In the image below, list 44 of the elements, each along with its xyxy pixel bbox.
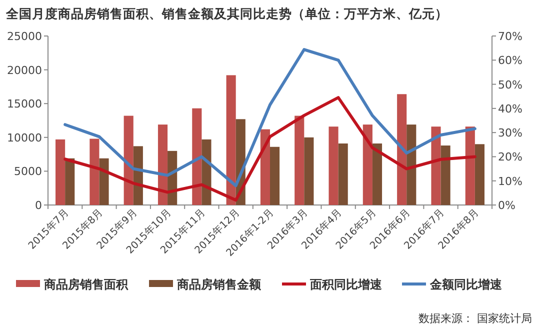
y-tick-label: 15000 bbox=[7, 98, 42, 111]
bar bbox=[270, 146, 280, 205]
y2-tick-label: 70% bbox=[498, 30, 522, 43]
legend-label: 金额同比增速 bbox=[429, 278, 503, 292]
y2-tick-label: 40% bbox=[498, 102, 522, 116]
line-series bbox=[64, 96, 476, 202]
bar bbox=[372, 143, 382, 205]
bar bbox=[90, 138, 100, 205]
bar bbox=[99, 158, 109, 205]
bar bbox=[124, 116, 134, 205]
bar bbox=[192, 108, 202, 205]
bar bbox=[338, 143, 348, 205]
bar bbox=[328, 126, 338, 205]
bar bbox=[158, 124, 168, 205]
y2-tick-label: 60% bbox=[498, 54, 522, 68]
bar bbox=[65, 158, 75, 205]
y-tick-label: 10000 bbox=[7, 131, 42, 144]
y-tick-label: 5000 bbox=[14, 165, 42, 178]
y-tick-label: 25000 bbox=[7, 30, 42, 43]
y2-tick-label: 30% bbox=[498, 126, 522, 140]
y-tick-label: 0 bbox=[35, 199, 42, 212]
y2-tick-label: 20% bbox=[498, 150, 522, 164]
bar bbox=[397, 94, 407, 205]
bar bbox=[260, 129, 270, 205]
legend-label: 商品房销售金额 bbox=[176, 278, 262, 292]
bar bbox=[474, 144, 484, 205]
bar bbox=[294, 116, 304, 205]
bar bbox=[226, 75, 236, 205]
bar bbox=[440, 146, 450, 205]
line-series bbox=[64, 48, 476, 188]
source-note: 数据来源： 国家统计局 bbox=[418, 312, 532, 325]
chart-title: 全国月度商品房销售面积、销售金额及其同比走势（单位：万平方米、亿元） bbox=[5, 6, 448, 21]
bar bbox=[362, 124, 372, 205]
y2-tick-label: 10% bbox=[498, 174, 522, 188]
y2-tick-label: 0% bbox=[498, 199, 516, 212]
y-tick-label: 20000 bbox=[7, 64, 42, 77]
y2-tick-label: 50% bbox=[498, 78, 522, 92]
bar bbox=[304, 137, 314, 205]
legend-label: 面积同比增速 bbox=[309, 278, 383, 292]
bar bbox=[56, 139, 66, 205]
bar bbox=[406, 124, 416, 205]
bar bbox=[431, 126, 441, 205]
bar bbox=[465, 126, 475, 205]
legend-label: 商品房销售面积 bbox=[43, 278, 129, 292]
